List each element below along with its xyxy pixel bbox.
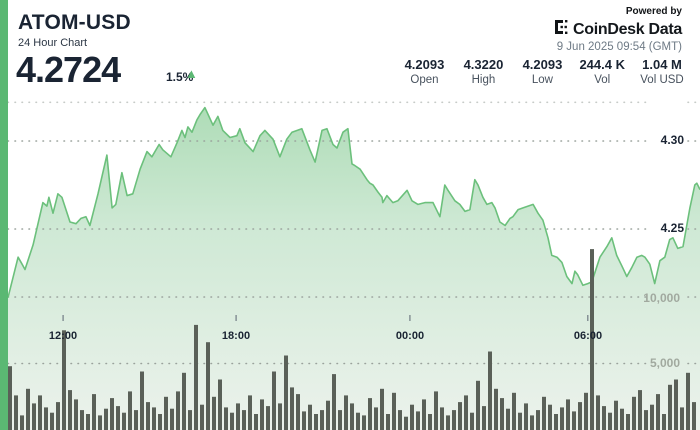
coindesk-logo-icon <box>554 20 569 39</box>
current-price: 4.2724 <box>16 49 121 90</box>
stat-vol-usd-label: Vol USD <box>640 74 684 86</box>
stat-vol: 244.4 K Vol <box>579 57 625 86</box>
price-axis-label-425: 4.25 <box>660 221 684 235</box>
stat-open-label: Open <box>410 74 439 86</box>
stat-open: 4.2093 Open <box>402 57 446 86</box>
stat-vol-value: 244.4 K <box>579 57 625 72</box>
stat-high: 4.3220 High <box>461 57 505 86</box>
stat-vol-label: Vol <box>594 74 611 86</box>
change-percent: 1.5% <box>166 70 194 84</box>
stat-low-label: Low <box>531 74 553 86</box>
stat-low: 4.2093 Low <box>520 57 564 86</box>
stats-row: 4.2093 Open 4.3220 High 4.2093 Low 244.4… <box>402 57 684 86</box>
price-axis-label-430: 4.30 <box>660 133 684 147</box>
stat-high-label: High <box>471 74 496 86</box>
stat-open-value: 4.2093 <box>404 57 445 72</box>
price-area <box>8 107 700 430</box>
stat-vol-usd: 1.04 M Vol USD <box>640 57 684 86</box>
powered-by-block: Powered by CoinDesk Data 9 Jun 2025 09:5… <box>554 6 682 53</box>
x-axis-label-0600: 06:00 <box>573 330 603 342</box>
left-accent-bar <box>0 0 8 430</box>
x-axis-label-1800: 18:00 <box>221 330 251 342</box>
page-title: ATOM-USD <box>18 11 131 34</box>
x-tick-marks <box>62 315 589 321</box>
volume-axis-label-5000: 5,000 <box>649 356 680 370</box>
powered-by-label: Powered by <box>625 6 682 17</box>
stat-vol-usd-value: 1.04 M <box>642 57 682 72</box>
volume-axis-label-10000: 10,000 <box>643 291 680 305</box>
x-axis-label-0000: 00:00 <box>395 330 425 342</box>
stat-low-value: 4.2093 <box>522 57 563 72</box>
chart-subtitle: 24 Hour Chart <box>18 37 88 49</box>
timestamp: 9 Jun 2025 09:54 (GMT) <box>556 41 682 53</box>
brand-name[interactable]: CoinDesk Data <box>572 20 682 38</box>
x-axis-label-1200: 12:00 <box>48 330 78 342</box>
volume-bars <box>8 249 696 430</box>
up-triangle-icon: ▲ <box>185 66 198 81</box>
stat-high-value: 4.3220 <box>463 57 504 72</box>
